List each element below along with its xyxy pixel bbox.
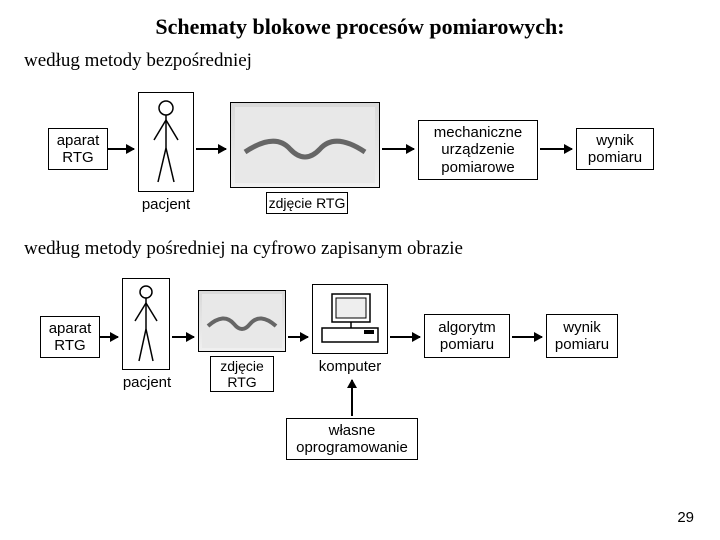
node-algorithm: algorytmpomiaru: [424, 314, 510, 358]
arrow: [512, 336, 542, 338]
arrow: [288, 336, 308, 338]
diagram-indirect: aparatRTG pacjent zdjęcieRTG: [20, 268, 700, 478]
subtitle-indirect-method: według metody pośredniej na cyfrowo zapi…: [0, 230, 720, 268]
subtitle-direct-method: według metody bezpośredniej: [0, 50, 720, 80]
page-title: Schematy blokowe procesów pomiarowych:: [0, 0, 720, 50]
patient-icon: [122, 278, 170, 370]
node-xray-image-2: [198, 290, 286, 352]
xray-icon: [235, 107, 375, 183]
node-mechanical-device: mechaniczneurządzeniepomiarowe: [418, 120, 538, 180]
page-number: 29: [677, 509, 694, 526]
node-result-2: wynikpomiaru: [546, 314, 618, 358]
node-patient-2: [122, 278, 170, 370]
arrow: [540, 148, 572, 150]
computer-icon: [318, 290, 382, 348]
node-own-software: własneoprogramowanie: [286, 418, 418, 460]
patient-label-2: pacjent: [120, 374, 174, 391]
arrow: [390, 336, 420, 338]
xray-caption-2: zdjęcieRTG: [210, 356, 274, 392]
human-figure-icon: [146, 98, 186, 186]
patient-label: pacjent: [138, 196, 194, 213]
arrow: [100, 336, 118, 338]
node-computer: [312, 284, 388, 354]
node-result: wynikpomiaru: [576, 128, 654, 170]
xray-caption: zdjęcie RTG: [266, 192, 348, 214]
node-aparat-rtg-2: aparatRTG: [40, 316, 100, 358]
xray-icon: [202, 294, 282, 348]
arrow: [382, 148, 414, 150]
node-xray-image: [230, 102, 380, 188]
arrow: [108, 148, 134, 150]
arrow-up: [351, 380, 353, 416]
node-aparat-rtg: aparatRTG: [48, 128, 108, 170]
diagram-direct: aparatRTG pacjent zdjęcie RTG mechaniczn…: [20, 80, 700, 230]
arrow: [196, 148, 226, 150]
computer-label: komputer: [312, 358, 388, 375]
arrow: [172, 336, 194, 338]
patient-icon: [138, 92, 194, 192]
node-patient: [138, 92, 194, 192]
human-figure-icon: [128, 283, 164, 365]
